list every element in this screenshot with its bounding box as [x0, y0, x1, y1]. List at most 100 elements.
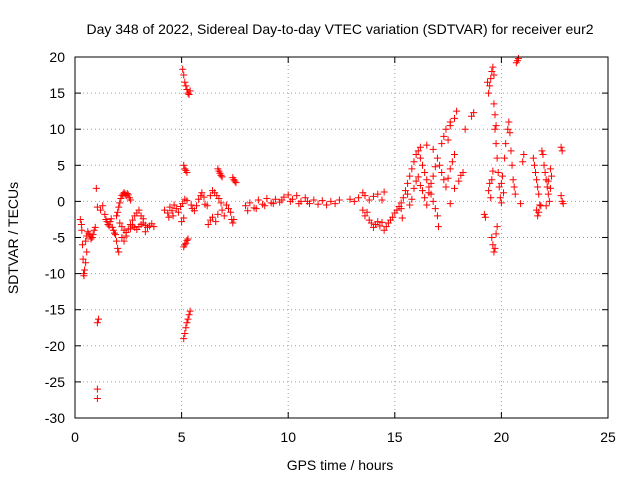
data-point: [423, 141, 431, 149]
chart-title: Day 348 of 2022, Sidereal Day-to-day VTE…: [86, 21, 593, 37]
data-point: [183, 169, 191, 177]
data-point: [185, 91, 193, 99]
data-point: [110, 229, 118, 237]
data-point: [218, 206, 226, 214]
data-point: [414, 173, 422, 181]
data-point: [421, 169, 429, 177]
data-point: [99, 202, 107, 210]
data-point: [374, 218, 382, 226]
data-point: [183, 236, 191, 244]
data-point: [114, 244, 122, 252]
data-point: [179, 65, 187, 73]
data-point: [508, 161, 516, 169]
data-point: [327, 197, 335, 205]
data-point: [112, 231, 120, 239]
data-point: [423, 176, 431, 184]
data-point: [410, 158, 418, 166]
data-point: [440, 176, 448, 184]
data-point: [506, 129, 514, 137]
data-point: [446, 165, 454, 173]
data-point: [214, 210, 222, 218]
data-point: [436, 161, 444, 169]
data-point: [389, 213, 397, 221]
data-point: [425, 189, 433, 197]
data-point: [150, 223, 158, 231]
data-point: [361, 192, 369, 200]
y-tick-label: 0: [57, 193, 65, 209]
data-point: [113, 212, 121, 220]
data-point: [490, 71, 498, 79]
data-point: [520, 150, 528, 158]
data-point: [120, 237, 128, 245]
y-tick-label: -5: [53, 230, 66, 246]
data-point: [376, 222, 384, 230]
data-point: [180, 161, 188, 169]
data-point: [446, 200, 454, 208]
data-point: [76, 215, 84, 223]
data-point: [97, 206, 105, 214]
data-point: [200, 193, 208, 201]
y-tick-labels: -30 -25 -20 -15 -10 -5 0 5 10 15 20: [45, 49, 65, 426]
data-point: [135, 206, 143, 214]
data-point: [185, 311, 193, 319]
y-tick-label: 5: [57, 157, 65, 173]
data-point: [382, 223, 390, 231]
data-point: [485, 89, 493, 97]
data-point: [540, 161, 548, 169]
data-point: [468, 112, 476, 120]
data-point: [495, 183, 503, 191]
data-point: [431, 205, 439, 213]
data-point: [374, 190, 382, 198]
data-point: [546, 184, 554, 192]
y-tick-label: -10: [45, 266, 65, 282]
data-point: [318, 197, 326, 205]
data-point: [124, 191, 132, 199]
data-point: [82, 237, 90, 245]
data-point: [179, 200, 187, 208]
data-point: [419, 187, 427, 195]
data-point: [444, 174, 452, 182]
data-point: [502, 140, 510, 148]
data-point: [295, 200, 303, 208]
data-point: [183, 85, 191, 93]
data-point: [246, 199, 254, 207]
data-point: [408, 195, 416, 203]
data-point: [107, 215, 115, 223]
data-point: [218, 173, 226, 181]
data-point: [88, 234, 96, 241]
data-point: [406, 172, 414, 180]
data-point: [229, 219, 237, 227]
data-point: [206, 192, 214, 200]
x-tick-label: 25: [600, 429, 616, 445]
data-point: [244, 207, 252, 215]
data-point: [481, 213, 489, 221]
data-point: [404, 190, 412, 198]
data-point: [507, 147, 515, 155]
data-point: [141, 228, 149, 236]
data-point: [393, 206, 401, 214]
data-point: [435, 223, 443, 231]
data-point: [367, 219, 375, 227]
data-point: [453, 107, 461, 115]
data-point: [488, 176, 496, 184]
data-point: [461, 125, 469, 133]
data-point: [416, 154, 424, 162]
data-point: [448, 158, 456, 166]
data-point: [380, 188, 388, 196]
data-point: [423, 201, 431, 209]
data-point: [488, 234, 496, 241]
data-point: [105, 222, 113, 230]
y-tick-label: 20: [49, 49, 65, 65]
data-point: [545, 197, 553, 205]
data-point: [87, 235, 95, 243]
data-point: [314, 200, 322, 208]
data-point: [271, 195, 279, 203]
data-point: [172, 205, 180, 213]
data-point: [541, 169, 549, 177]
data-point: [485, 187, 493, 195]
data-point: [184, 315, 192, 323]
x-tick-label: 15: [387, 429, 403, 445]
data-point: [459, 169, 467, 177]
data-point: [204, 221, 212, 229]
data-point: [505, 118, 513, 126]
